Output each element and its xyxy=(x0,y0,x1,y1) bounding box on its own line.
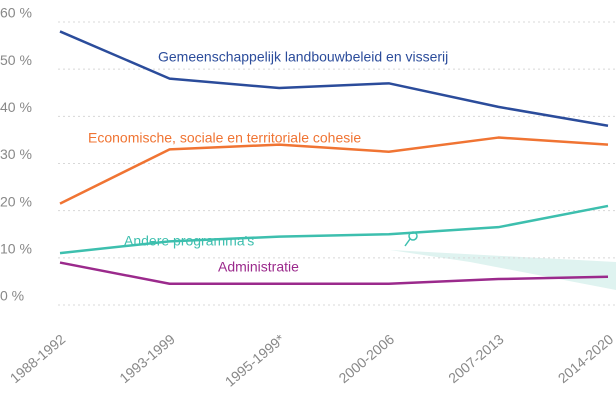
y-tick-label: 40 % xyxy=(0,99,32,115)
x-tick-label: 2014-2020 xyxy=(555,331,616,386)
series-label: Andere programma's xyxy=(124,233,254,249)
series-line xyxy=(59,30,609,127)
x-tick-label: 2000-2006 xyxy=(336,331,398,386)
y-tick-label: 30 % xyxy=(0,146,32,162)
x-tick-label: 1988-1992 xyxy=(7,331,69,386)
x-tick-label: 2007-2013 xyxy=(445,331,507,386)
y-tick-label: 20 % xyxy=(0,193,32,209)
series-label: Economische, sociale en territoriale coh… xyxy=(88,130,361,146)
y-tick-label: 60 % xyxy=(0,5,32,21)
series-label: Gemeenschappelijk landbouwbeleid en viss… xyxy=(158,49,448,65)
y-tick-label: 10 % xyxy=(0,241,32,257)
series-line xyxy=(59,204,609,255)
x-tick-label: 1995-1999* xyxy=(222,331,288,390)
y-tick-label: 0 % xyxy=(0,288,24,304)
y-tick-label: 50 % xyxy=(0,52,32,68)
series-line xyxy=(59,136,609,205)
series-line xyxy=(59,261,609,286)
zoom-wedge xyxy=(390,250,616,290)
x-tick-label: 1993-1999 xyxy=(116,331,178,386)
series-label: Administratie xyxy=(218,259,299,275)
